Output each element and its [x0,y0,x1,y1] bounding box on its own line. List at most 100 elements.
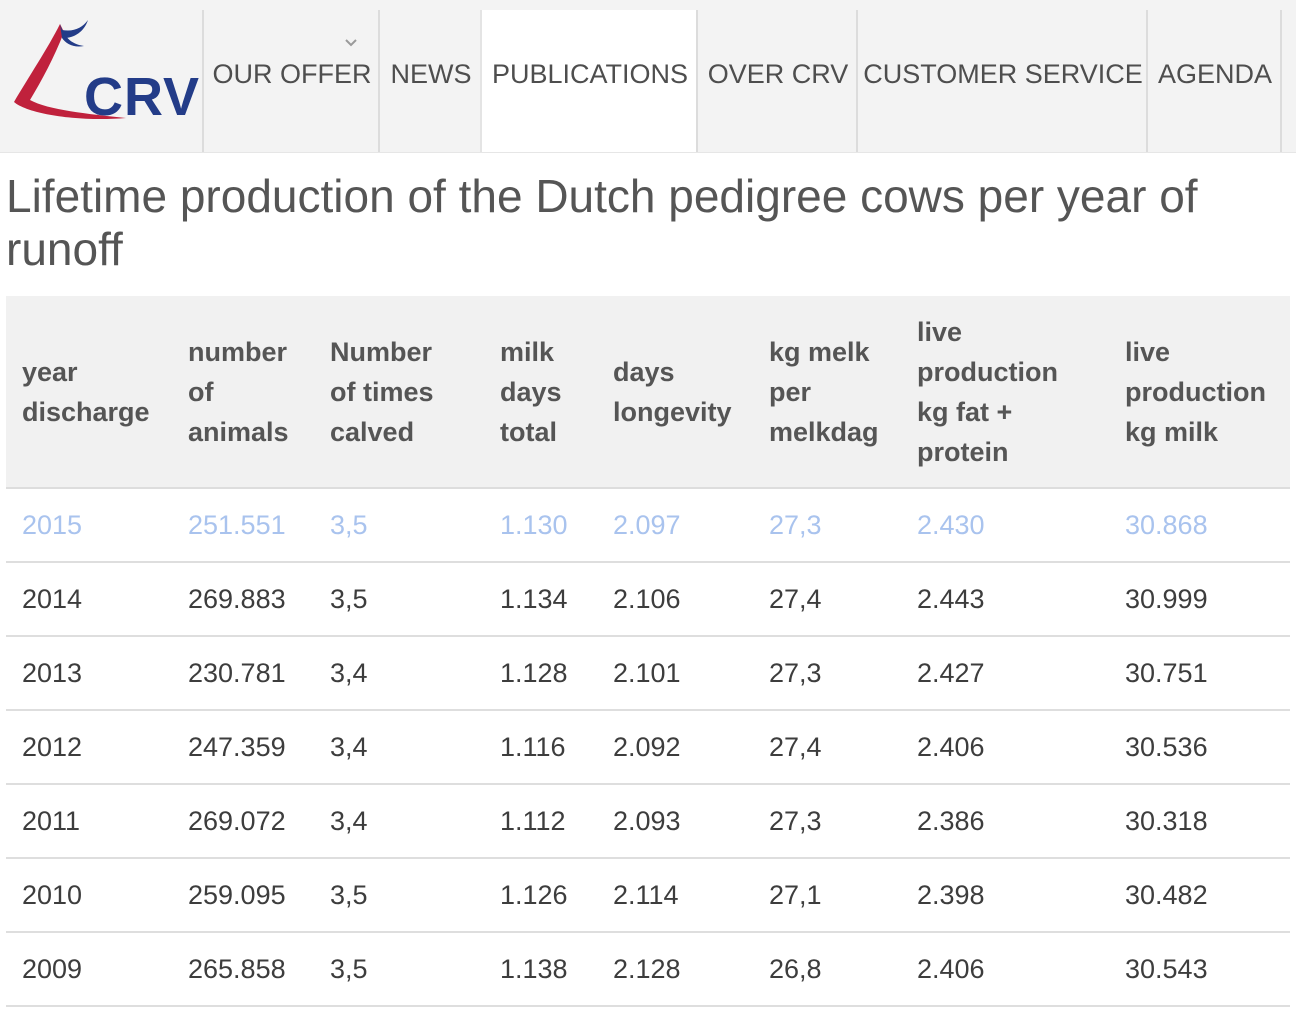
nav-over-crv[interactable]: OVER CRV [696,10,858,152]
cell-year: 2014 [6,562,172,637]
cell-kg-milk: 30.318 [1109,784,1290,859]
cell-kg-milk: 30.482 [1109,858,1290,933]
cell-kg-per-day: 27,3 [753,636,901,711]
cell-milk-days: 1.128 [484,636,597,711]
col-header-longevity: days longevity [597,296,753,489]
cell-calved: 3,4 [314,710,484,785]
nav-publications-label: PUBLICATIONS [491,58,689,89]
cell-milk-days: 1.112 [484,784,597,859]
cell-calved: 3,5 [314,932,484,1007]
cell-kg-per-day: 27,3 [753,784,901,859]
cell-animals: 259.095 [172,858,314,933]
cell-longevity: 2.106 [597,562,753,637]
col-header-kg-milk-label: live production kg milk [1125,336,1266,447]
cell-year: 2015 [6,488,172,563]
nav-customer-service[interactable]: CUSTOMER SERVICE [856,10,1148,152]
col-header-longevity-label: days longevity [613,356,732,427]
cell-longevity: 2.101 [597,636,753,711]
cell-milk-days: 1.116 [484,710,597,785]
cell-calved: 3,4 [314,784,484,859]
table-row: 2011 269.072 3,4 1.112 2.093 27,3 2.386 … [6,784,1290,859]
table-row: 2010 259.095 3,5 1.126 2.114 27,1 2.398 … [6,858,1290,933]
cell-kg-per-day: 26,8 [753,932,901,1007]
cell-longevity: 2.092 [597,710,753,785]
cell-longevity: 2.093 [597,784,753,859]
col-header-fat-protein-label: live production kg fat + protein [917,316,1058,467]
cell-kg-per-day: 27,1 [753,858,901,933]
cell-year: 2012 [6,710,172,785]
nav-over-crv-label: OVER CRV [707,58,849,89]
col-header-animals: number of animals [172,296,314,489]
cell-kg-milk: 30.868 [1109,488,1290,563]
cell-animals: 247.359 [172,710,314,785]
page-title: Lifetime production of the Dutch pedigre… [6,170,1198,275]
col-header-year-label: year discharge [22,356,150,427]
cell-fat-protein: 2.398 [901,858,1109,933]
nav-our-offer-label: OUR OFFER [212,58,372,89]
col-header-calved: Number of times calved [314,296,484,489]
cell-kg-milk: 30.536 [1109,710,1290,785]
col-header-milk-days-label: milk days total [500,336,562,447]
nav-agenda-label: AGENDA [1157,58,1273,89]
cell-animals: 269.072 [172,784,314,859]
col-header-animals-label: number of animals [188,336,289,447]
cell-kg-per-day: 27,4 [753,710,901,785]
table-row: 2014 269.883 3,5 1.134 2.106 27,4 2.443 … [6,562,1290,637]
nav-our-offer[interactable]: OUR OFFER [202,10,380,152]
nav-customer-service-label: CUSTOMER SERVICE [863,58,1143,89]
nav-agenda[interactable]: AGENDA [1146,10,1282,152]
col-header-kg-per-day-label: kg melk per melkdag [769,336,879,447]
cell-fat-protein: 2.427 [901,636,1109,711]
col-header-year: year discharge [6,296,172,489]
chevron-down-icon [345,39,357,47]
cell-milk-days: 1.126 [484,858,597,933]
table-row: 2013 230.781 3,4 1.128 2.101 27,3 2.427 … [6,636,1290,711]
cell-animals: 251.551 [172,488,314,563]
crv-swoosh-icon [14,20,126,120]
nav-publications[interactable]: PUBLICATIONS [480,10,698,152]
logo-text: CRV [84,67,201,127]
crv-logo[interactable]: CRV [8,18,199,128]
cell-fat-protein: 2.430 [901,488,1109,563]
cell-fat-protein: 2.406 [901,710,1109,785]
cell-calved: 3,4 [314,636,484,711]
nav-news-label: NEWS [390,58,472,89]
table-header-row: year discharge number of animals Number … [6,296,1290,489]
cell-year: 2011 [6,784,172,859]
cell-milk-days: 1.134 [484,562,597,637]
cell-animals: 265.858 [172,932,314,1007]
col-header-milk-days: milk days total [484,296,597,489]
cell-year: 2009 [6,932,172,1007]
nav-divider [1280,10,1282,152]
col-header-fat-protein: live production kg fat + protein [901,296,1109,489]
cell-fat-protein: 2.443 [901,562,1109,637]
cell-longevity: 2.097 [597,488,753,563]
cell-fat-protein: 2.386 [901,784,1109,859]
col-header-kg-per-day: kg melk per melkdag [753,296,901,489]
col-header-kg-milk: live production kg milk [1109,296,1290,489]
cell-longevity: 2.114 [597,858,753,933]
cell-longevity: 2.128 [597,932,753,1007]
cell-milk-days: 1.130 [484,488,597,563]
cell-milk-days: 1.138 [484,932,597,1007]
cell-calved: 3,5 [314,858,484,933]
col-header-calved-label: Number of times calved [330,336,434,447]
table-row: 2012 247.359 3,4 1.116 2.092 27,4 2.406 … [6,710,1290,785]
cell-kg-milk: 30.999 [1109,562,1290,637]
cell-kg-milk: 30.751 [1109,636,1290,711]
site-header: CRV OUR OFFER NEWS PUBLICATIONS OVER CRV… [0,0,1296,153]
cell-fat-protein: 2.406 [901,932,1109,1007]
cell-kg-per-day: 27,4 [753,562,901,637]
table-row: 2009 265.858 3,5 1.138 2.128 26,8 2.406 … [6,932,1290,1007]
cell-year: 2013 [6,636,172,711]
table-row[interactable]: 2015 251.551 3,5 1.130 2.097 27,3 2.430 … [6,488,1290,563]
cell-calved: 3,5 [314,488,484,563]
cell-animals: 230.781 [172,636,314,711]
cell-year: 2010 [6,858,172,933]
cell-calved: 3,5 [314,562,484,637]
cell-animals: 269.883 [172,562,314,637]
cell-kg-per-day: 27,3 [753,488,901,563]
nav-news[interactable]: NEWS [378,10,482,152]
production-table: year discharge number of animals Number … [6,296,1290,1007]
cell-kg-milk: 30.543 [1109,932,1290,1007]
